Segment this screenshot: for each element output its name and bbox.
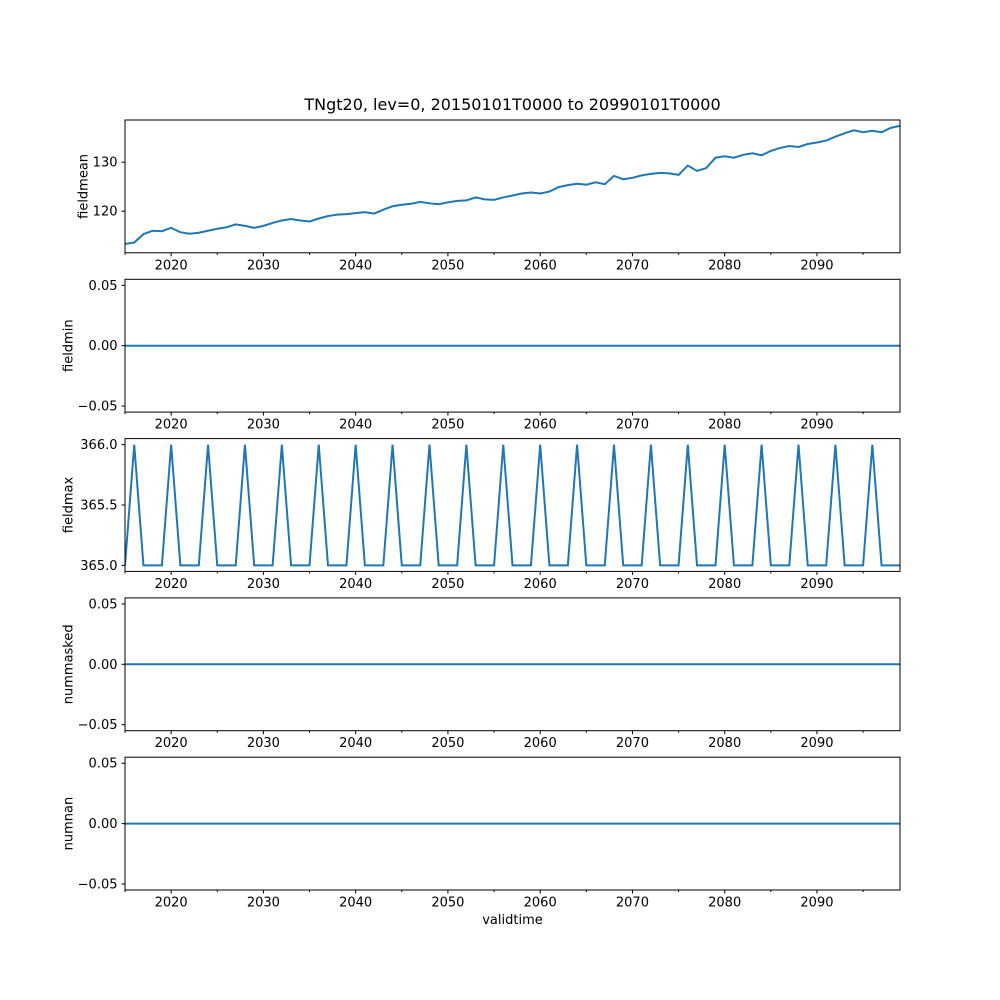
- svg-text:2060: 2060: [524, 258, 557, 273]
- y-ticks-nummasked: 0.05 0.00 −0.05: [78, 597, 125, 733]
- y-ticks-fieldmax: 365.0 365.5 366.0: [80, 438, 125, 574]
- svg-text:2040: 2040: [339, 258, 372, 273]
- svg-text:130: 130: [93, 156, 118, 171]
- subplot-fieldmax: 2020 2030 2040 2050 2060 2070 2080 2090365.0365…: [62, 438, 901, 592]
- svg-text:2020: 2020: [155, 896, 188, 911]
- svg-text:0.00: 0.00: [89, 658, 118, 673]
- svg-text:2020: 2020: [155, 736, 188, 751]
- y-axis-label-fieldmean: fieldmean: [76, 154, 91, 219]
- fieldmax-line: [125, 444, 900, 567]
- svg-text:2060: 2060: [524, 577, 557, 592]
- svg-text:2080: 2080: [708, 736, 741, 751]
- svg-text:2070: 2070: [616, 258, 649, 273]
- svg-text:2070: 2070: [616, 736, 649, 751]
- svg-text:365.0: 365.0: [80, 559, 117, 574]
- svg-text:2060: 2060: [524, 418, 557, 433]
- svg-text:0.05: 0.05: [89, 757, 118, 772]
- svg-text:2030: 2030: [247, 258, 280, 273]
- svg-text:2040: 2040: [339, 896, 372, 911]
- y-axis-label-numnan: numnan: [62, 797, 77, 851]
- svg-text:2040: 2040: [339, 418, 372, 433]
- svg-text:2080: 2080: [708, 258, 741, 273]
- svg-text:2050: 2050: [431, 258, 464, 273]
- svg-text:2080: 2080: [708, 896, 741, 911]
- x-ticks-fieldmax: 2020 2030 2040 2050 2060 2070 2080 2090: [124, 571, 864, 592]
- x-ticks-fieldmin: 2020 2030 2040 2050 2060 2070 2080 2090: [124, 412, 864, 433]
- svg-text:2070: 2070: [616, 896, 649, 911]
- svg-text:2030: 2030: [247, 896, 280, 911]
- subplot-numnan: 2020 2030 2040 2050 2060 2070 2080 2090 0.05 0.00…: [62, 756, 901, 911]
- svg-text:2050: 2050: [431, 577, 464, 592]
- svg-text:2020: 2020: [155, 418, 188, 433]
- y-ticks-fieldmin: 0.05 0.00 −0.05: [78, 279, 125, 415]
- svg-text:−0.05: −0.05: [78, 877, 118, 892]
- svg-text:2070: 2070: [616, 418, 649, 433]
- svg-text:2050: 2050: [431, 736, 464, 751]
- svg-text:2080: 2080: [708, 577, 741, 592]
- svg-text:0.05: 0.05: [89, 597, 118, 612]
- axes-frame-fieldmean: [124, 119, 901, 254]
- svg-text:2030: 2030: [247, 418, 280, 433]
- svg-text:2070: 2070: [616, 577, 649, 592]
- x-ticks-nummasked: 2020 2030 2040 2050 2060 2070 2080 2090: [124, 730, 864, 751]
- svg-text:2090: 2090: [800, 896, 833, 911]
- svg-text:365.5: 365.5: [80, 499, 117, 514]
- svg-text:2050: 2050: [431, 418, 464, 433]
- fieldmean-line: [125, 124, 900, 245]
- svg-text:2080: 2080: [708, 418, 741, 433]
- y-ticks-numnan: 0.05 0.00 −0.05: [78, 757, 125, 892]
- y-axis-label-fieldmin: fieldmin: [62, 319, 77, 372]
- svg-text:0.00: 0.00: [89, 817, 118, 832]
- svg-text:2020: 2020: [155, 258, 188, 273]
- svg-text:2020: 2020: [155, 577, 188, 592]
- svg-text:2090: 2090: [800, 577, 833, 592]
- svg-text:2090: 2090: [800, 418, 833, 433]
- subplot-nummasked: 2020 2030 2040 2050 2060 2070 2080 2090 0.05 0.00…: [62, 597, 901, 751]
- svg-text:2030: 2030: [247, 577, 280, 592]
- x-axis-label: validtime: [482, 913, 543, 928]
- svg-text:2050: 2050: [431, 896, 464, 911]
- svg-text:−0.05: −0.05: [78, 400, 118, 415]
- y-axis-label-nummasked: nummasked: [62, 624, 77, 704]
- y-axis-label-fieldmax: fieldmax: [62, 477, 77, 534]
- subplot-fieldmin: 2020 2030 2040 2050 2060 2070 2080 2090 0.05 0.00…: [62, 278, 901, 433]
- svg-text:2060: 2060: [524, 896, 557, 911]
- svg-text:2030: 2030: [247, 736, 280, 751]
- svg-text:2060: 2060: [524, 736, 557, 751]
- svg-text:2090: 2090: [800, 736, 833, 751]
- y-ticks-fieldmean: 120 130: [93, 156, 125, 220]
- svg-text:2040: 2040: [339, 577, 372, 592]
- x-ticks-fieldmean: 2020 2030 2040 2050 2060 2070 2080 2090: [124, 252, 864, 273]
- svg-text:366.0: 366.0: [80, 438, 117, 453]
- svg-text:0.00: 0.00: [89, 339, 118, 354]
- svg-text:2040: 2040: [339, 736, 372, 751]
- svg-text:2090: 2090: [800, 258, 833, 273]
- svg-text:120: 120: [93, 205, 118, 220]
- x-ticks-numnan: 2020 2030 2040 2050 2060 2070 2080 2090: [124, 890, 864, 911]
- svg-text:0.05: 0.05: [89, 279, 118, 294]
- svg-text:−0.05: −0.05: [78, 718, 118, 733]
- figure-title: TNgt20, lev=0, 20150101T0000 to 20990101…: [304, 95, 721, 114]
- subplot-fieldmean: 2020 2030 2040 2050 2060 2070 2080 2090 120 130fi…: [76, 119, 901, 273]
